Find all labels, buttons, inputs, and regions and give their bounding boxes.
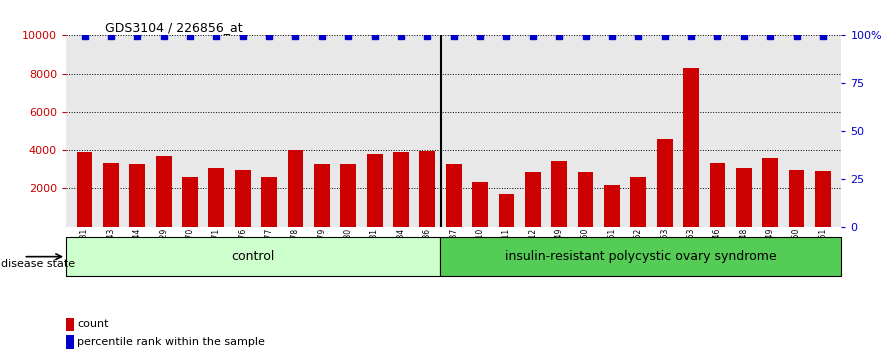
- Bar: [709, 162, 725, 227]
- Bar: [446, 164, 462, 227]
- Text: percentile rank within the sample: percentile rank within the sample: [78, 337, 265, 347]
- Bar: [683, 68, 699, 227]
- Bar: [578, 172, 594, 227]
- Bar: [499, 194, 515, 227]
- Bar: [472, 182, 488, 227]
- Bar: [788, 170, 804, 227]
- Bar: [314, 164, 329, 227]
- Bar: [103, 164, 119, 227]
- Bar: [656, 139, 672, 227]
- Bar: [419, 151, 435, 227]
- Bar: [736, 168, 751, 227]
- Bar: [552, 161, 567, 227]
- Bar: [235, 170, 251, 227]
- Text: count: count: [78, 319, 108, 329]
- Bar: [77, 152, 93, 227]
- Bar: [66, 318, 74, 331]
- Bar: [340, 164, 356, 227]
- Bar: [66, 237, 440, 276]
- Bar: [209, 168, 225, 227]
- Bar: [525, 172, 541, 227]
- Bar: [631, 177, 647, 227]
- Bar: [440, 237, 841, 276]
- Bar: [815, 171, 831, 227]
- Bar: [182, 177, 198, 227]
- Bar: [156, 156, 172, 227]
- Bar: [604, 185, 620, 227]
- Text: control: control: [232, 250, 275, 263]
- Bar: [762, 158, 778, 227]
- Text: disease state: disease state: [1, 259, 75, 269]
- Bar: [130, 164, 145, 227]
- Bar: [366, 154, 382, 227]
- Bar: [287, 150, 303, 227]
- Bar: [393, 152, 409, 227]
- Text: insulin-resistant polycystic ovary syndrome: insulin-resistant polycystic ovary syndr…: [505, 250, 777, 263]
- Bar: [66, 335, 74, 349]
- Bar: [261, 177, 277, 227]
- Text: GDS3104 / 226856_at: GDS3104 / 226856_at: [105, 21, 242, 34]
